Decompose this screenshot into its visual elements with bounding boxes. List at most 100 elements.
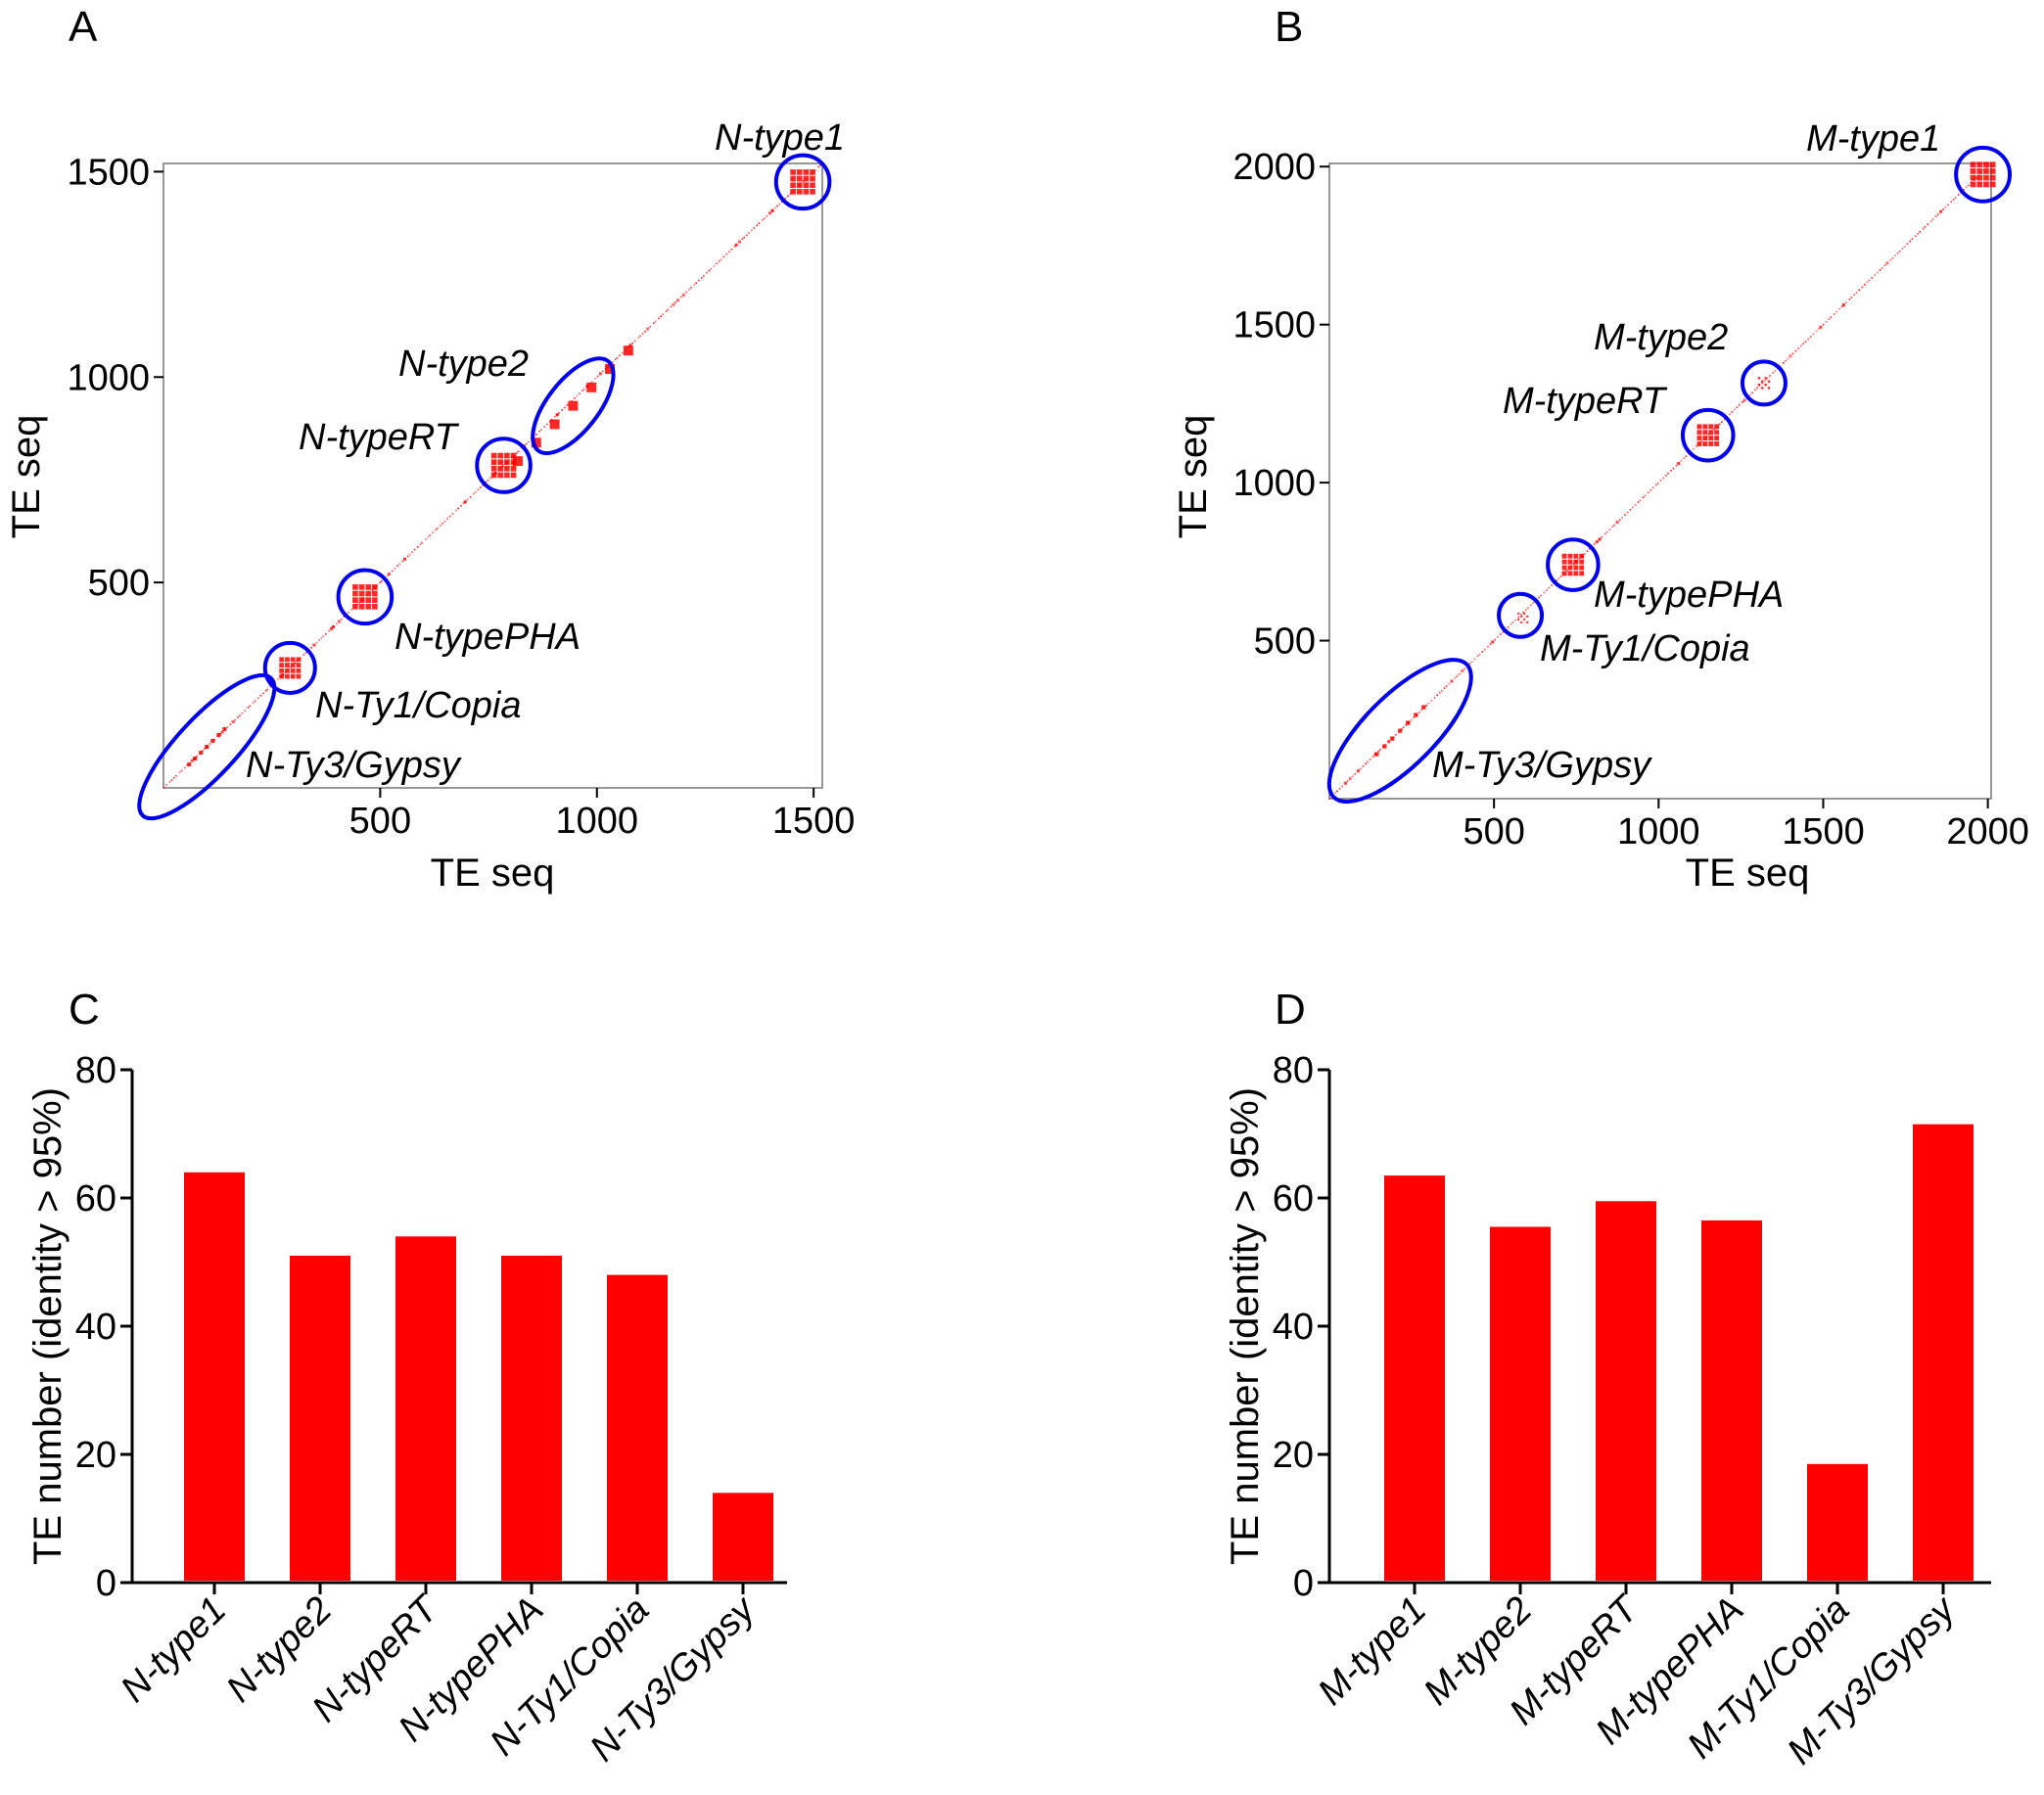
bar-m-ty1-copia xyxy=(1807,1463,1868,1581)
diagonal-dot xyxy=(1655,483,1657,486)
diagonal-dot xyxy=(535,434,537,436)
diagonal-dot xyxy=(1807,338,1809,341)
cluster-block xyxy=(358,597,365,603)
y-tick-label: 1000 xyxy=(67,357,150,398)
diagonal-dot xyxy=(318,639,321,641)
diagonal-dot xyxy=(685,291,687,294)
x-axis-title: TE seq xyxy=(431,851,555,895)
y-tick-label: 0 xyxy=(1293,1563,1314,1604)
diagonal-dot xyxy=(295,662,297,664)
diagonal-dot xyxy=(1433,696,1436,699)
diagonal-dot xyxy=(209,743,211,745)
cluster-block xyxy=(1970,168,1976,174)
diagonal-dot xyxy=(517,450,520,453)
cluster-block xyxy=(623,345,633,356)
diagonal-dot xyxy=(391,570,394,573)
diagonal-dot xyxy=(1782,361,1785,364)
diagonal-dot xyxy=(1637,501,1640,503)
diagonal-dot xyxy=(421,541,423,544)
cluster-block xyxy=(296,657,302,663)
y-tick-label: 60 xyxy=(75,1178,116,1220)
diagonal-dot xyxy=(540,429,542,431)
diagonal-dot xyxy=(1510,623,1512,625)
diagonal-dot xyxy=(1693,447,1695,450)
diagonal-dot xyxy=(1634,504,1637,506)
diagonal-dot xyxy=(766,214,768,217)
cluster-block xyxy=(1708,430,1714,436)
diagonal-dot xyxy=(1588,548,1591,550)
diagonal-dot xyxy=(1532,602,1535,604)
diagonal-dot xyxy=(526,442,528,445)
diagonal-dot xyxy=(1649,489,1652,491)
diagonal-dot xyxy=(1985,166,1988,168)
diagonal-dot xyxy=(718,259,720,262)
cluster-block xyxy=(1573,565,1579,571)
diagonal-dot xyxy=(413,548,416,551)
cluster-block xyxy=(352,597,358,603)
diagonal-dot xyxy=(1511,621,1514,623)
bar-n-type2 xyxy=(290,1255,350,1581)
diagonal-dot xyxy=(1543,591,1546,594)
diagonal-dot xyxy=(1871,277,1874,279)
diagonal-dot xyxy=(1603,532,1606,535)
diagonal-dot xyxy=(1454,677,1456,679)
x-tick-label: 2000 xyxy=(1946,811,2029,852)
diagonal-dot xyxy=(1944,207,1947,208)
diagonal-dot xyxy=(1436,694,1438,697)
panel-label-c: C xyxy=(69,986,100,1034)
diagonal-dot xyxy=(396,565,398,568)
panel-a: A N-type1 N-type2 N-typeRT N-typePHA N-Ty1/Co… xyxy=(5,3,855,895)
cluster-block xyxy=(796,189,803,195)
diagonal-dot xyxy=(1667,472,1669,475)
diagonal-dot xyxy=(469,495,472,498)
diagonal-dot xyxy=(1417,712,1420,713)
diagonal-dot xyxy=(561,409,564,411)
diagonal-dot xyxy=(1788,354,1792,358)
cluster-block xyxy=(1561,565,1567,571)
diagonal-dot xyxy=(1520,614,1522,616)
cluster-block xyxy=(490,459,497,466)
x-tick-label: 1000 xyxy=(555,801,638,842)
cluster-m-typert: M-typeRT xyxy=(1503,381,1736,463)
cluster-block xyxy=(372,603,378,610)
diagonal-dot xyxy=(1914,235,1917,238)
diagonal-dot xyxy=(658,317,660,320)
cluster-block xyxy=(1579,553,1585,559)
cluster-block xyxy=(1989,161,1996,168)
cluster-block xyxy=(1567,559,1573,565)
diagonal-dot xyxy=(487,480,489,482)
diagonal-dot xyxy=(713,264,716,267)
cluster-block xyxy=(1517,612,1520,615)
diagonal-dot xyxy=(631,343,633,345)
diagonal-dot xyxy=(662,313,664,316)
diagonal-dot xyxy=(616,356,619,359)
diagonal-dot xyxy=(269,685,271,688)
cluster-block xyxy=(790,175,796,182)
diagonal-dot xyxy=(253,702,255,704)
diagonal-dot xyxy=(304,652,307,654)
cluster-block xyxy=(1382,744,1387,749)
cluster-block xyxy=(1989,168,1996,174)
diagonal-dot xyxy=(1751,391,1753,394)
cluster-circle xyxy=(1954,145,2013,204)
diagonal-dot xyxy=(247,707,250,709)
cluster-label: N-typeRT xyxy=(299,417,460,458)
cluster-circle xyxy=(1546,537,1601,592)
diagonal-dot xyxy=(1362,765,1365,767)
diagonal-dot xyxy=(1328,798,1330,800)
diagonal-dot xyxy=(1723,418,1726,421)
diagonal-dot xyxy=(776,205,778,207)
diagonal-dot xyxy=(1942,208,1944,210)
diagonal-dot xyxy=(574,397,576,399)
diagonal-dot xyxy=(226,726,229,728)
diagonal-dot xyxy=(1615,521,1619,525)
diagonal-dot xyxy=(1954,197,1957,199)
cluster-block xyxy=(1579,559,1585,565)
diagonal-dot xyxy=(1334,792,1336,794)
diagonal-dot xyxy=(1626,511,1629,514)
diagonal-dot xyxy=(1458,672,1461,675)
diagonal-dot xyxy=(1963,188,1966,191)
diagonal-dot xyxy=(1825,320,1828,323)
diagonal-dot xyxy=(665,310,668,312)
bar-n-type1 xyxy=(184,1172,245,1581)
